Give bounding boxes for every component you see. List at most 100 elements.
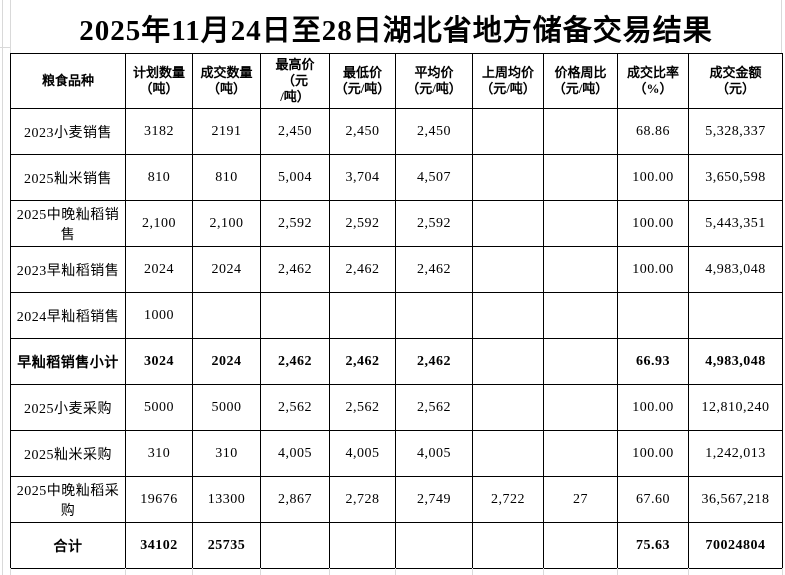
value-cell: 2,462 — [395, 246, 473, 293]
value-cell: 4,005 — [329, 430, 396, 477]
value-cell: 4,507 — [395, 154, 473, 201]
row-label-cell: 2025籼米采购 — [10, 430, 126, 477]
value-cell: 19676 — [125, 476, 193, 523]
table-row: 2024早籼稻销售 1000 — [10, 292, 783, 339]
value-cell: 75.63 — [617, 522, 689, 569]
column-header-min-price: 最低价 （元/吨） — [329, 53, 396, 109]
table-row: 2025籼米销售 810 810 5,004 3,704 4,507 100.00 3,650… — [10, 154, 783, 201]
value-cell — [543, 522, 618, 569]
value-cell: 100.00 — [617, 154, 689, 201]
value-cell: 810 — [125, 154, 193, 201]
column-header-lastweek-avg: 上周均价 （元/吨） — [472, 53, 544, 109]
sheet-gridline — [0, 47, 10, 48]
sheet-gridline — [261, 568, 330, 575]
value-cell: 27 — [543, 476, 618, 523]
value-cell: 68.86 — [617, 108, 689, 155]
row-label-cell: 2023早籼稻销售 — [10, 246, 126, 293]
value-cell — [543, 246, 618, 293]
column-header-planned-qty: 计划数量 （吨） — [125, 53, 193, 109]
value-cell — [543, 384, 618, 431]
value-cell — [472, 384, 544, 431]
table-row: 2025中晚籼稻销售 2,100 2,100 2,592 2,592 2,592 100.0… — [10, 200, 783, 247]
sheet-gridline — [618, 568, 689, 575]
value-cell: 4,983,048 — [688, 246, 783, 293]
value-cell: 2,592 — [260, 200, 330, 247]
value-cell: 13300 — [192, 476, 261, 523]
sheet-gridline — [2, 0, 3, 575]
table-row: 2025中晚籼稻采购 19676 13300 2,867 2,728 2,749 2,722… — [10, 476, 783, 523]
value-cell: 36,567,218 — [688, 476, 783, 523]
value-cell — [543, 108, 618, 155]
value-cell: 3,650,598 — [688, 154, 783, 201]
column-header-deal-ratio: 成交比率 （%） — [617, 53, 689, 109]
value-cell: 310 — [125, 430, 193, 477]
sheet-gridline — [330, 568, 396, 575]
sheet-gridline — [689, 568, 783, 575]
value-cell: 5000 — [192, 384, 261, 431]
value-cell: 100.00 — [617, 384, 689, 431]
sheet-gridline-stubs — [10, 568, 783, 575]
table-body: 2023小麦销售 3182 2191 2,450 2,450 2,450 68.86 5,32… — [10, 108, 783, 569]
column-header-deal-amount: 成交金额 （元） — [688, 53, 783, 109]
column-header-avg-price: 平均价 （元/吨） — [395, 53, 473, 109]
sheet-gridline — [10, 0, 11, 53]
value-cell: 100.00 — [617, 200, 689, 247]
value-cell: 2,462 — [260, 338, 330, 385]
value-cell: 2,462 — [329, 246, 396, 293]
value-cell: 2024 — [192, 338, 261, 385]
row-label-cell: 2025籼米销售 — [10, 154, 126, 201]
value-cell — [688, 292, 783, 339]
value-cell — [617, 292, 689, 339]
value-cell — [395, 522, 473, 569]
value-cell: 2191 — [192, 108, 261, 155]
value-cell: 67.60 — [617, 476, 689, 523]
value-cell — [472, 108, 544, 155]
value-cell — [329, 292, 396, 339]
sheet-gridline — [10, 568, 126, 575]
value-cell — [472, 338, 544, 385]
value-cell: 12,810,240 — [688, 384, 783, 431]
value-cell: 2,728 — [329, 476, 396, 523]
table-header-row: 粮食品种 计划数量 （吨） 成交数量 （吨） 最高价 （元 /吨） 最低价 （元… — [10, 53, 783, 109]
value-cell: 2,562 — [395, 384, 473, 431]
row-label-cell: 2025中晚籼稻销售 — [10, 200, 126, 247]
value-cell — [543, 430, 618, 477]
value-cell: 2,562 — [329, 384, 396, 431]
table-row: 2025小麦采购 5000 5000 2,562 2,562 2,562 100.00 12,… — [10, 384, 783, 431]
value-cell: 2,100 — [192, 200, 261, 247]
value-cell — [472, 522, 544, 569]
row-label-cell: 2025中晚籼稻采购 — [10, 476, 126, 523]
table-row: 早籼稻销售小计 3024 2024 2,462 2,462 2,462 66.93 4,983… — [10, 338, 783, 385]
column-header-deal-qty: 成交数量 （吨） — [192, 53, 261, 109]
value-cell — [472, 430, 544, 477]
value-cell: 5,004 — [260, 154, 330, 201]
value-cell: 2024 — [125, 246, 193, 293]
value-cell: 310 — [192, 430, 261, 477]
value-cell — [329, 522, 396, 569]
column-header-week-diff: 价格周比 （元/吨） — [543, 53, 618, 109]
value-cell: 5,328,337 — [688, 108, 783, 155]
value-cell: 25735 — [192, 522, 261, 569]
sheet-gridline — [544, 568, 618, 575]
row-label-cell: 早籼稻销售小计 — [10, 338, 126, 385]
value-cell — [543, 200, 618, 247]
value-cell: 2,592 — [395, 200, 473, 247]
value-cell: 2024 — [192, 246, 261, 293]
value-cell: 2,562 — [260, 384, 330, 431]
value-cell: 2,749 — [395, 476, 473, 523]
table-row: 2023早籼稻销售 2024 2024 2,462 2,462 2,462 100.00 4,… — [10, 246, 783, 293]
value-cell — [260, 292, 330, 339]
sheet-gridline — [193, 568, 261, 575]
value-cell: 2,450 — [395, 108, 473, 155]
value-cell: 100.00 — [617, 246, 689, 293]
value-cell — [543, 338, 618, 385]
table-row: 合计 34102 25735 75.63 70024804 — [10, 522, 783, 569]
value-cell — [543, 154, 618, 201]
page-title: 2025年11月24日至28日湖北省地方储备交易结果 — [79, 15, 713, 47]
value-cell — [472, 200, 544, 247]
sheet-gridline — [126, 568, 193, 575]
value-cell — [395, 292, 473, 339]
value-cell: 2,462 — [260, 246, 330, 293]
value-cell: 34102 — [125, 522, 193, 569]
value-cell: 3,704 — [329, 154, 396, 201]
